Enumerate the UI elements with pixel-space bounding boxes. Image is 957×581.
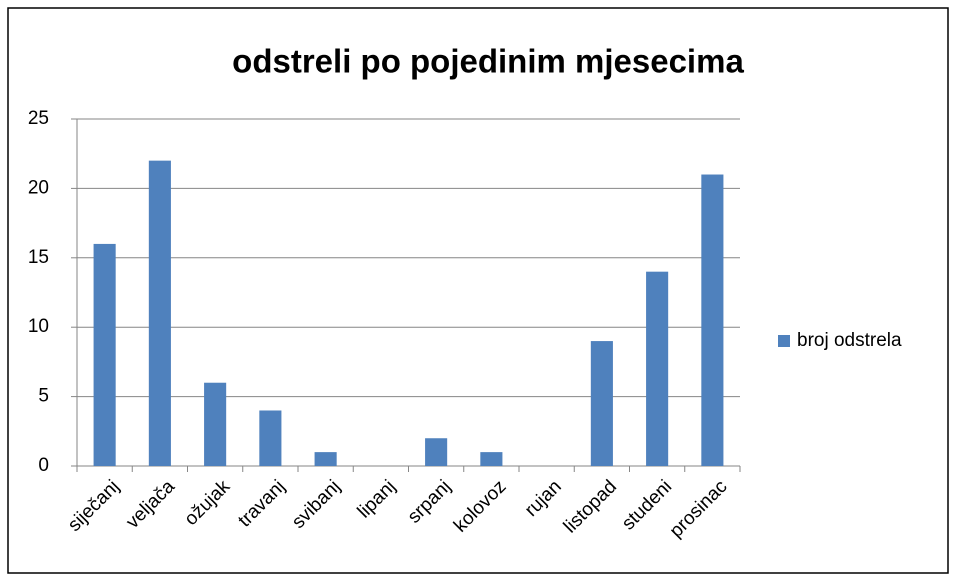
y-tick-label: 5 [38,386,49,407]
legend-label: broj odstrela [797,330,902,351]
y-tick-label: 0 [38,455,49,476]
y-tick-label: 20 [28,177,49,198]
y-tick-label: 25 [28,108,49,129]
bar [646,271,669,466]
bar [590,341,613,466]
bar [259,410,282,466]
bar [93,243,116,466]
bar [314,452,337,466]
bar [204,382,227,466]
bar [425,438,448,466]
chart-title: odstreli po pojedinim mjesecima [232,43,744,80]
y-tick-label: 15 [28,247,49,268]
legend-swatch [778,335,790,347]
bar [480,452,503,466]
bar [148,160,171,466]
bar [701,174,724,466]
y-tick-label: 10 [28,316,49,337]
